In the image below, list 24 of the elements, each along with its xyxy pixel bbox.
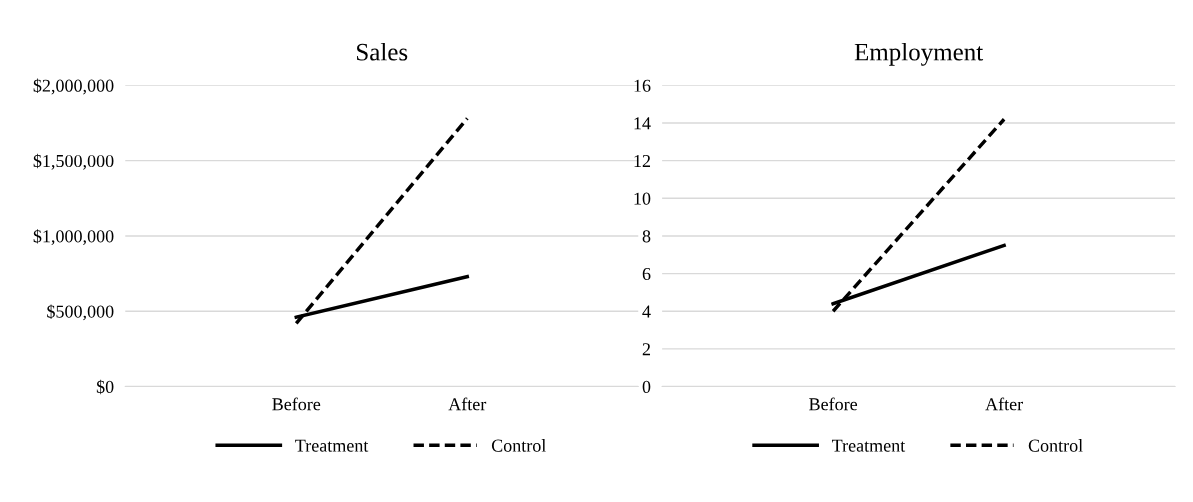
legend-label: Control [1028,439,1083,452]
y-tick-label: $2,000,000 [33,78,114,95]
y-tick-label: 8 [642,230,651,243]
legend-label: Treatment [832,439,906,452]
legend-label: Control [491,439,546,452]
y-tick-label: 12 [634,154,651,167]
x-tick-label: Before [272,397,321,411]
y-tick-label: $1,000,000 [33,229,114,245]
y-tick-label: $0 [96,379,114,395]
y-tick-label: 14 [634,117,651,130]
y-tick-label: 6 [642,267,651,281]
x-tick-label: After [985,397,1023,411]
x-tick-label: After [448,397,487,411]
y-tick-label: 2 [642,343,651,356]
y-tick-label: 10 [634,192,651,205]
x-tick-label: Before [809,397,858,411]
legend-label: Treatment [295,439,369,452]
chart-title: Employment [854,42,984,66]
y-tick-label: 0 [642,380,651,393]
y-tick-label: 4 [642,305,651,318]
y-tick-label: 16 [634,79,651,92]
y-tick-label: $500,000 [47,304,114,321]
y-tick-label: $1,500,000 [33,153,114,170]
chart-title: Sales [357,42,408,61]
